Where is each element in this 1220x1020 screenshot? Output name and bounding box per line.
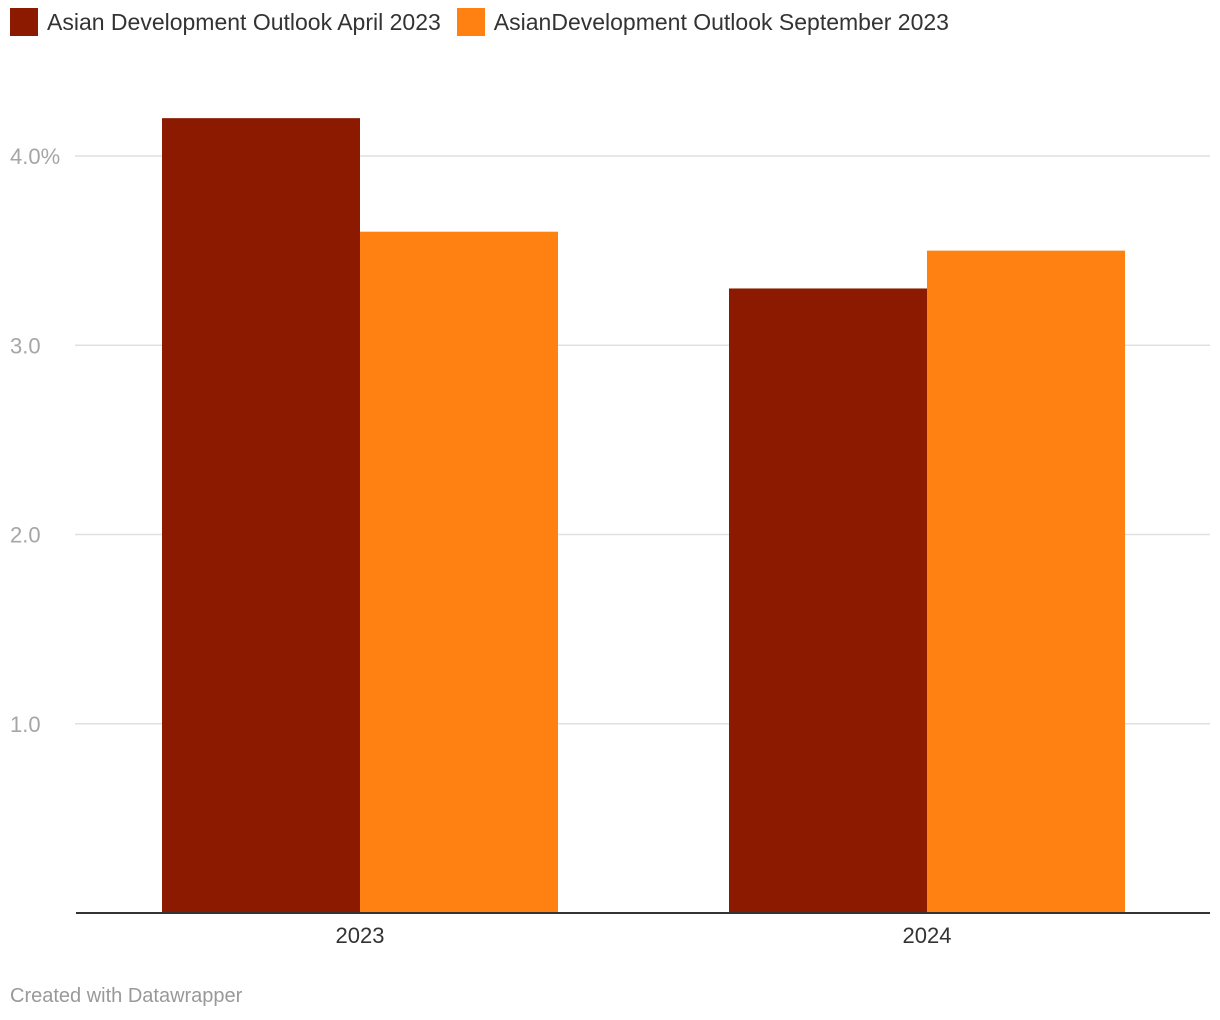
legend: Asian Development Outlook April 2023 Asi… bbox=[10, 8, 965, 36]
x-tick-label-2024: 2024 bbox=[903, 923, 952, 948]
x-tick-label-2023: 2023 bbox=[336, 923, 385, 948]
legend-label-april-2023: Asian Development Outlook April 2023 bbox=[47, 8, 441, 35]
legend-swatch-april-2023 bbox=[10, 8, 38, 36]
y-tick-label-2: 3.0 bbox=[10, 333, 41, 358]
legend-item-september-2023: AsianDevelopment Outlook September 2023 bbox=[456, 8, 949, 36]
y-tick-label-0: 1.0 bbox=[10, 712, 41, 737]
y-tick-label-3: 4.0% bbox=[10, 144, 60, 169]
bar-2023-series-0 bbox=[162, 118, 360, 913]
credit-text: Created with Datawrapper bbox=[10, 985, 243, 1007]
bar-2024-series-1 bbox=[927, 250, 1125, 913]
legend-label-september-2023: AsianDevelopment Outlook September 2023 bbox=[493, 8, 949, 35]
bar-2024-series-0 bbox=[729, 288, 927, 914]
legend-item-april-2023: Asian Development Outlook April 2023 bbox=[10, 8, 441, 36]
bar-2023-series-1 bbox=[360, 231, 558, 913]
y-tick-label-1: 2.0 bbox=[10, 523, 41, 548]
legend-swatch-september-2023 bbox=[456, 8, 485, 36]
